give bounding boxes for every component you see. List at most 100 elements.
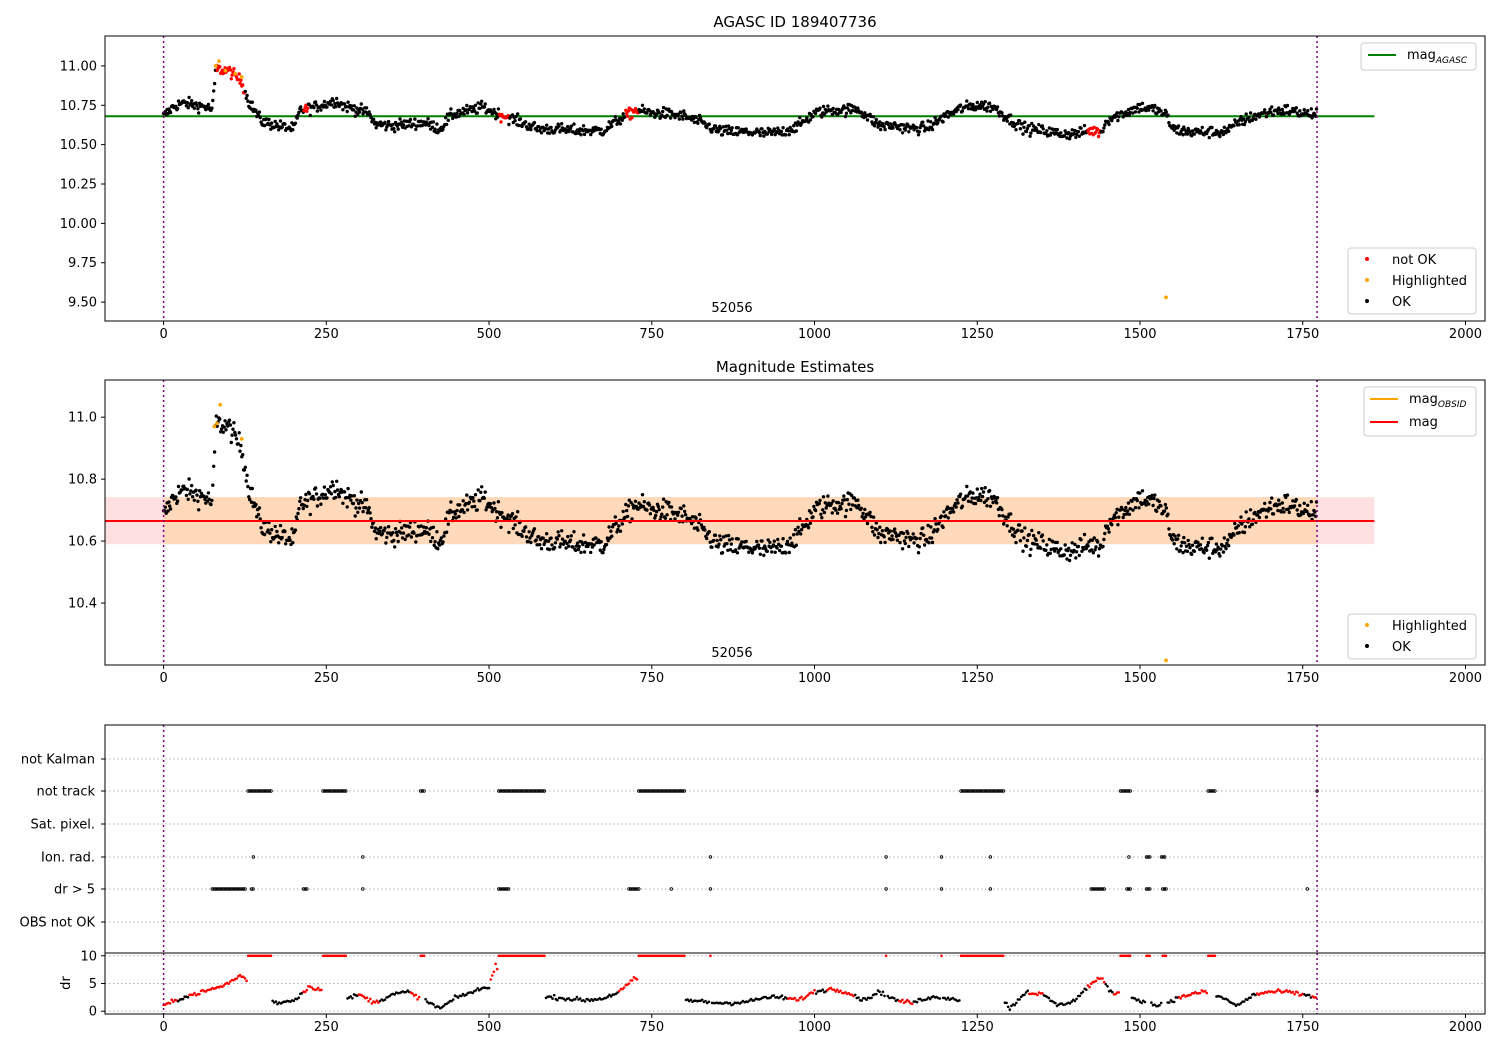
ok-point [594, 536, 598, 540]
ok-point [429, 539, 433, 544]
flag-point [967, 789, 971, 793]
ok-point [414, 127, 418, 132]
ok-point [922, 543, 927, 547]
dr-point-flagged [494, 962, 497, 966]
ok-point [449, 107, 453, 111]
ok-point [1082, 123, 1087, 128]
flag-point [267, 789, 272, 793]
ok-point [744, 127, 748, 131]
ok-point [1224, 131, 1228, 135]
ok-point [1221, 132, 1226, 137]
ok-point [626, 504, 631, 508]
ok-point [1116, 523, 1120, 527]
ok-point [768, 127, 772, 132]
ok-point [613, 515, 617, 519]
ok-point [859, 506, 863, 510]
ok-point [393, 545, 397, 549]
ok-point [604, 542, 609, 547]
ok-point [690, 515, 695, 519]
ok-point [821, 104, 826, 109]
dr-xtick-label-5: 1250 [961, 1020, 994, 1035]
flag-point [669, 887, 673, 891]
dr-point [450, 999, 453, 1003]
dr-point [1242, 1000, 1246, 1003]
ok-point [680, 114, 684, 118]
ok-point [661, 497, 666, 501]
ok-point [707, 122, 711, 126]
panel-estimates-title: Magnitude Estimates [716, 358, 874, 376]
ok-point [270, 121, 274, 125]
ok-point [1017, 523, 1022, 527]
dr-point [349, 995, 353, 998]
dr-point [1140, 1001, 1143, 1005]
dr-point [704, 999, 707, 1003]
ok-point [625, 508, 629, 513]
dr-point [552, 993, 556, 997]
ok-point [861, 511, 865, 516]
dr-point-flagged [377, 1001, 380, 1004]
flag-point [1146, 887, 1150, 891]
ok-point [1154, 509, 1159, 513]
dr-point [1006, 1005, 1010, 1009]
dr-point [938, 997, 942, 1000]
ok-point [1020, 122, 1024, 126]
flag-label-2: Sat. pixel. [31, 818, 95, 833]
ok-point [863, 111, 867, 115]
ok-point [1233, 521, 1237, 526]
dr-point [707, 1000, 711, 1004]
ok-point [1115, 111, 1119, 115]
ok-point [677, 117, 682, 121]
ok-point [450, 112, 454, 116]
ok-point [354, 506, 358, 510]
ok-point [843, 514, 848, 519]
dr-point [689, 998, 693, 1002]
ok-point [1282, 112, 1286, 116]
flag-point [212, 887, 216, 891]
ok-point [1276, 111, 1280, 116]
ok-point [331, 98, 335, 103]
ok-point [273, 524, 277, 529]
ok-point [907, 544, 911, 549]
flag-point [506, 789, 511, 793]
ok-point [877, 531, 881, 536]
ok-point [1257, 115, 1262, 119]
ok-point [648, 512, 653, 516]
ok-point [665, 113, 669, 118]
dr-point-flagged [1203, 989, 1207, 993]
ok-point [568, 538, 573, 542]
flag-point [998, 789, 1002, 793]
ok-point [458, 503, 462, 507]
ok-point [1269, 110, 1273, 115]
flag-point [1162, 887, 1167, 891]
ok-point [822, 510, 827, 515]
not-ok-point [302, 109, 306, 113]
ok-point [1309, 500, 1314, 504]
ok-point [227, 418, 232, 422]
ok-point [871, 515, 876, 519]
ok-point [1025, 538, 1030, 543]
ok-point [630, 517, 634, 521]
flag-point [1161, 887, 1165, 891]
ok-point [710, 130, 714, 134]
dr-point-flagged [1291, 990, 1295, 994]
ok-point [980, 486, 984, 491]
ok-point [1038, 130, 1043, 135]
ok-point [614, 521, 618, 526]
ok-point [1067, 137, 1072, 141]
legend-mag-agasc: mag [1407, 48, 1436, 63]
not-ok-point [239, 78, 243, 83]
dr-point-flagged [375, 999, 379, 1002]
ok-point [916, 133, 921, 137]
ok-point [319, 108, 323, 112]
ok-point [407, 533, 411, 537]
ok-point [901, 123, 906, 127]
ok-point [725, 128, 729, 132]
ok-point [1135, 106, 1140, 111]
highlighted-point-3 [239, 436, 244, 441]
ok-point [787, 550, 791, 555]
ok-point [1045, 543, 1049, 547]
ok-point [1280, 501, 1285, 505]
ok-point [762, 134, 766, 138]
ok-point [1074, 132, 1079, 137]
panel-estimates-annotation: 52056 [711, 646, 752, 661]
